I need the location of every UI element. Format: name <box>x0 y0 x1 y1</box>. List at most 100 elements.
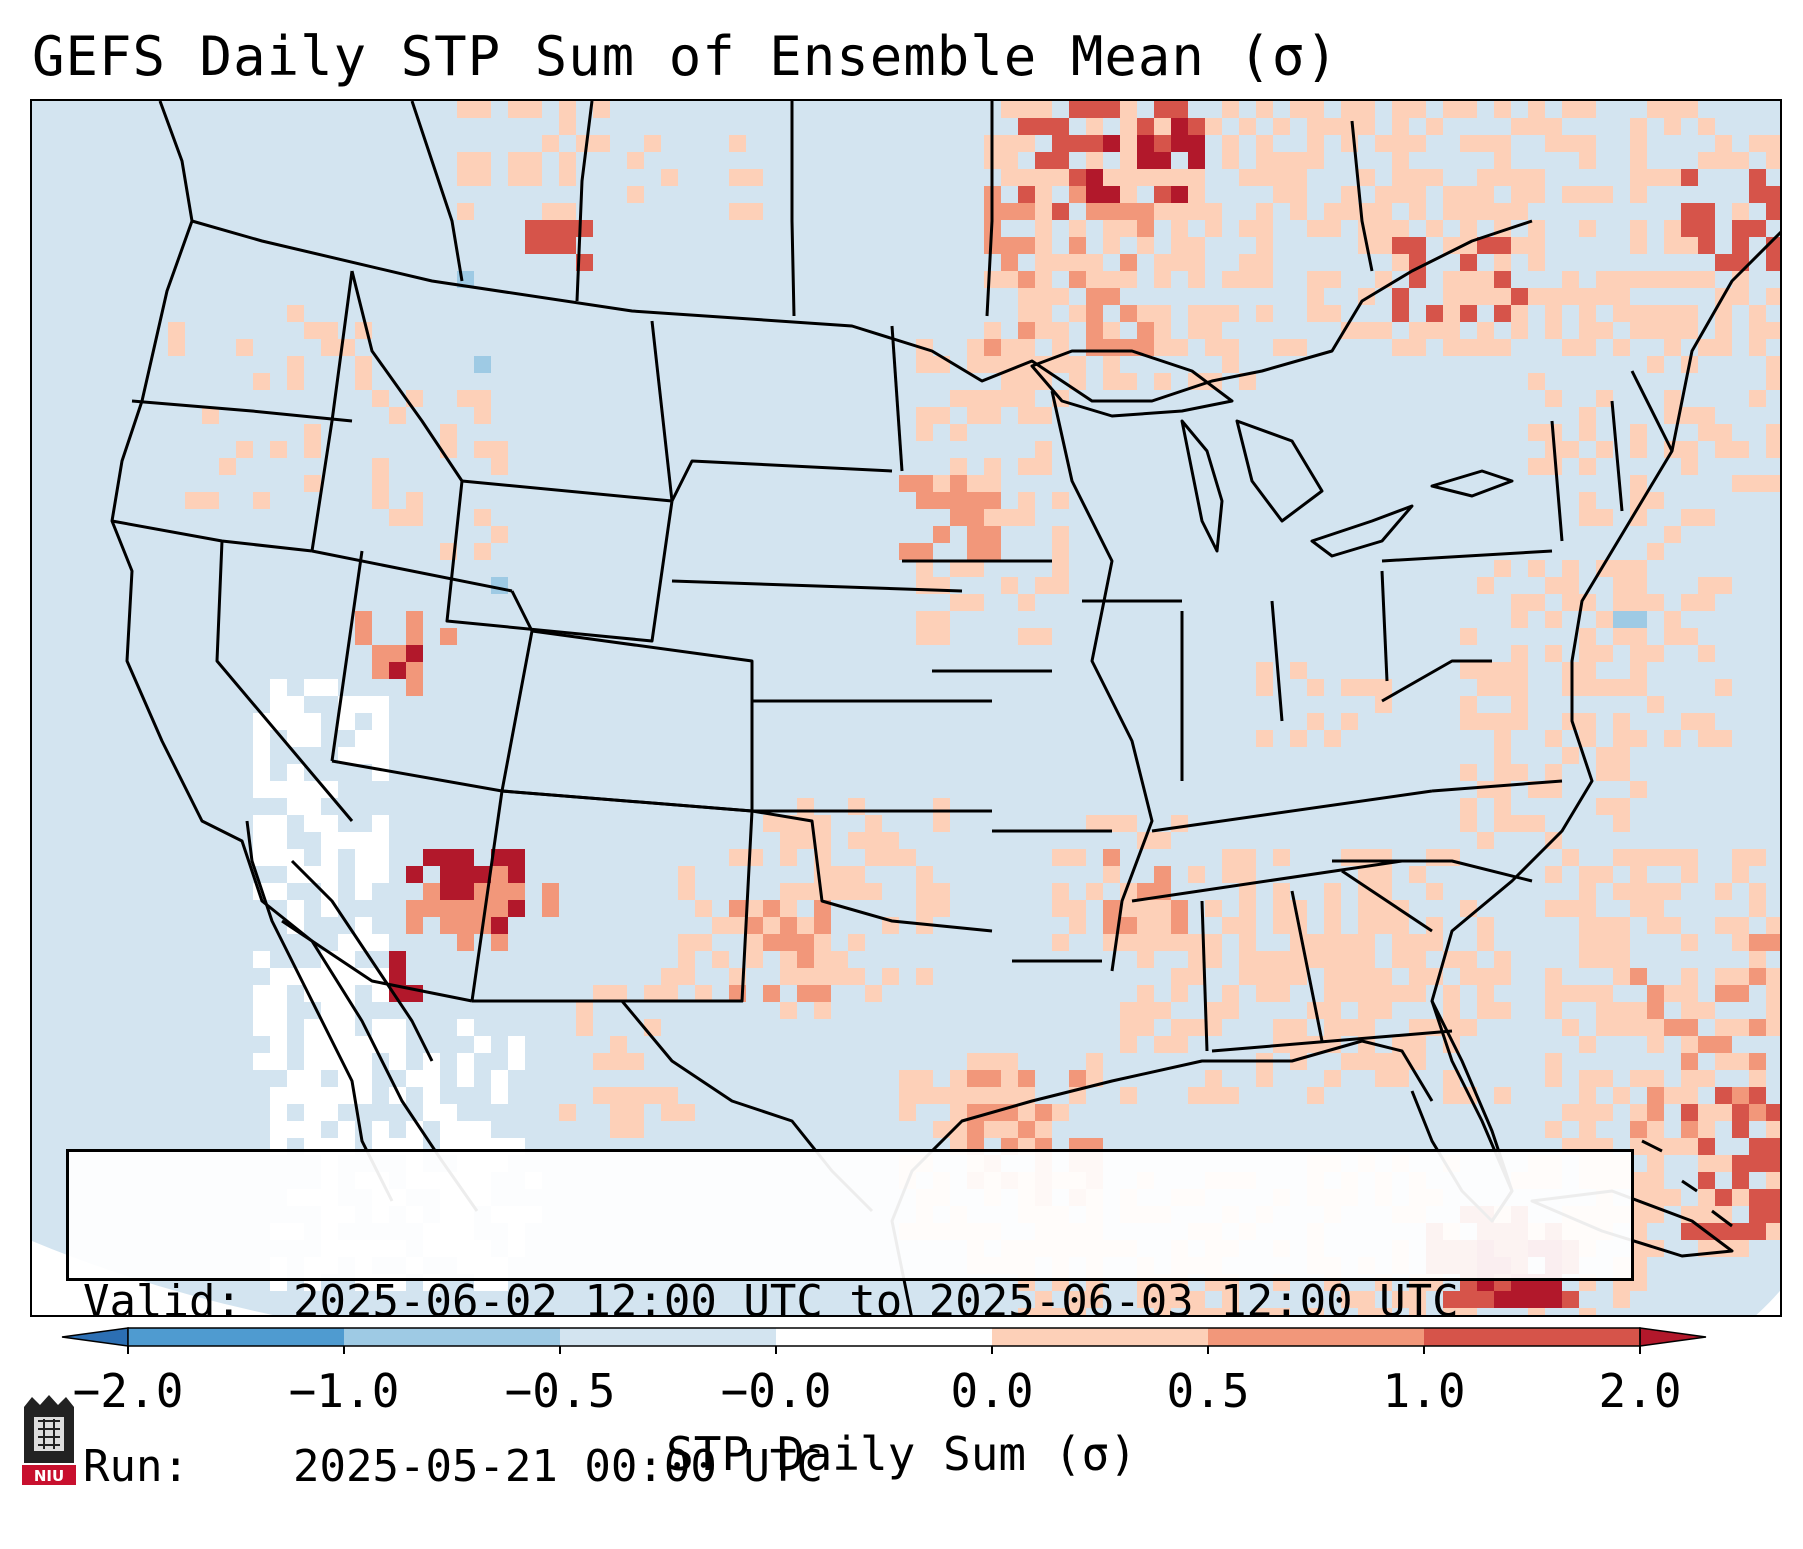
anomaly-cell <box>1239 169 1256 186</box>
anomaly-cell <box>1069 237 1086 254</box>
anomaly-cell <box>1341 934 1358 951</box>
anomaly-cell <box>1494 679 1511 696</box>
anomaly-cell <box>1562 101 1579 118</box>
anomaly-cell <box>1630 968 1647 985</box>
anomaly-cell <box>729 203 746 220</box>
anomaly-cell <box>1562 1019 1579 1036</box>
anomaly-cell <box>423 1070 440 1087</box>
anomaly-cell <box>1664 271 1681 288</box>
anomaly-cell <box>270 1121 287 1138</box>
anomaly-cell <box>1375 203 1392 220</box>
anomaly-cell <box>338 832 355 849</box>
anomaly-cell <box>1409 934 1426 951</box>
anomaly-cell <box>1732 917 1749 934</box>
anomaly-cell <box>525 220 542 237</box>
anomaly-cell <box>1052 135 1069 152</box>
anomaly-cell <box>1494 339 1511 356</box>
anomaly-cell <box>967 526 984 543</box>
anomaly-cell <box>1630 186 1647 203</box>
anomaly-cell <box>1290 951 1307 968</box>
anomaly-cell <box>1273 917 1290 934</box>
anomaly-cell <box>1664 322 1681 339</box>
lake-erie <box>1310 504 1414 558</box>
anomaly-cell <box>1375 1053 1392 1070</box>
anomaly-cell <box>1613 883 1630 900</box>
anomaly-cell <box>1375 135 1392 152</box>
anomaly-cell <box>270 1002 287 1019</box>
anomaly-cell <box>525 101 542 118</box>
anomaly-cell <box>1205 1019 1222 1036</box>
anomaly-cell <box>1035 305 1052 322</box>
anomaly-cell <box>1018 1308 1035 1315</box>
anomaly-cell <box>1596 747 1613 764</box>
anomaly-cell <box>1443 271 1460 288</box>
anomaly-cell <box>1511 186 1528 203</box>
anomaly-cell <box>525 169 542 186</box>
anomaly-cell <box>1120 186 1137 203</box>
anomaly-cell <box>1477 237 1494 254</box>
anomaly-cell <box>1630 849 1647 866</box>
anomaly-cell <box>1613 1002 1630 1019</box>
anomaly-cell <box>1069 169 1086 186</box>
anomaly-cell <box>814 968 831 985</box>
anomaly-cell <box>1749 1223 1766 1240</box>
anomaly-cell <box>729 917 746 934</box>
anomaly-cell <box>1630 560 1647 577</box>
anomaly-cell <box>304 781 321 798</box>
anomaly-cell <box>1375 220 1392 237</box>
anomaly-cell <box>1154 322 1171 339</box>
anomaly-cell <box>797 883 814 900</box>
anomaly-cell <box>1613 951 1630 968</box>
anomaly-cell <box>1137 951 1154 968</box>
anomaly-cell <box>1171 1291 1188 1308</box>
anomaly-cell <box>1630 645 1647 662</box>
anomaly-cell <box>1732 968 1749 985</box>
anomaly-cell <box>967 594 984 611</box>
anomaly-cell <box>797 917 814 934</box>
anomaly-cell <box>1647 492 1664 509</box>
anomaly-cell <box>865 849 882 866</box>
anomaly-cell <box>1579 917 1596 934</box>
anomaly-cell <box>1035 407 1052 424</box>
anomaly-cell <box>1188 968 1205 985</box>
anomaly-cell <box>1375 186 1392 203</box>
anomaly-cell <box>1545 577 1562 594</box>
anomaly-cell <box>1477 1291 1494 1308</box>
state-line-az-north <box>331 759 503 793</box>
anomaly-cell <box>1749 390 1766 407</box>
anomaly-cell <box>1732 1189 1749 1206</box>
anomaly-cell <box>1171 1036 1188 1053</box>
anomaly-cell <box>1171 101 1188 118</box>
anomaly-cell <box>1290 152 1307 169</box>
anomaly-cell <box>1460 968 1477 985</box>
anomaly-cell <box>1273 118 1290 135</box>
anomaly-cell <box>984 356 1001 373</box>
anomaly-cell <box>1698 339 1715 356</box>
anomaly-cell <box>1239 917 1256 934</box>
state-line-vt-nh <box>1610 400 1624 512</box>
anomaly-cell <box>1222 985 1239 1002</box>
anomaly-cell <box>1460 798 1477 815</box>
anomaly-cell <box>1188 934 1205 951</box>
anomaly-cell <box>1018 288 1035 305</box>
anomaly-cell <box>882 849 899 866</box>
anomaly-cell <box>1154 866 1171 883</box>
anomaly-cell <box>321 679 338 696</box>
anomaly-cell <box>1443 1070 1460 1087</box>
anomaly-cell <box>406 645 423 662</box>
anomaly-cell <box>950 492 967 509</box>
anomaly-cell <box>1358 118 1375 135</box>
anomaly-cell <box>1613 560 1630 577</box>
anomaly-cell <box>372 662 389 679</box>
anomaly-cell <box>1409 1053 1426 1070</box>
state-line-nd-sd <box>670 459 893 502</box>
anomaly-cell <box>1579 1121 1596 1138</box>
anomaly-cell <box>627 1053 644 1070</box>
anomaly-cell <box>1273 1308 1290 1315</box>
anomaly-cell <box>1630 730 1647 747</box>
anomaly-cell <box>1307 679 1324 696</box>
anomaly-cell <box>1562 135 1579 152</box>
anomaly-cell <box>984 407 1001 424</box>
anomaly-cell <box>1545 458 1562 475</box>
anomaly-cell <box>1715 254 1732 271</box>
